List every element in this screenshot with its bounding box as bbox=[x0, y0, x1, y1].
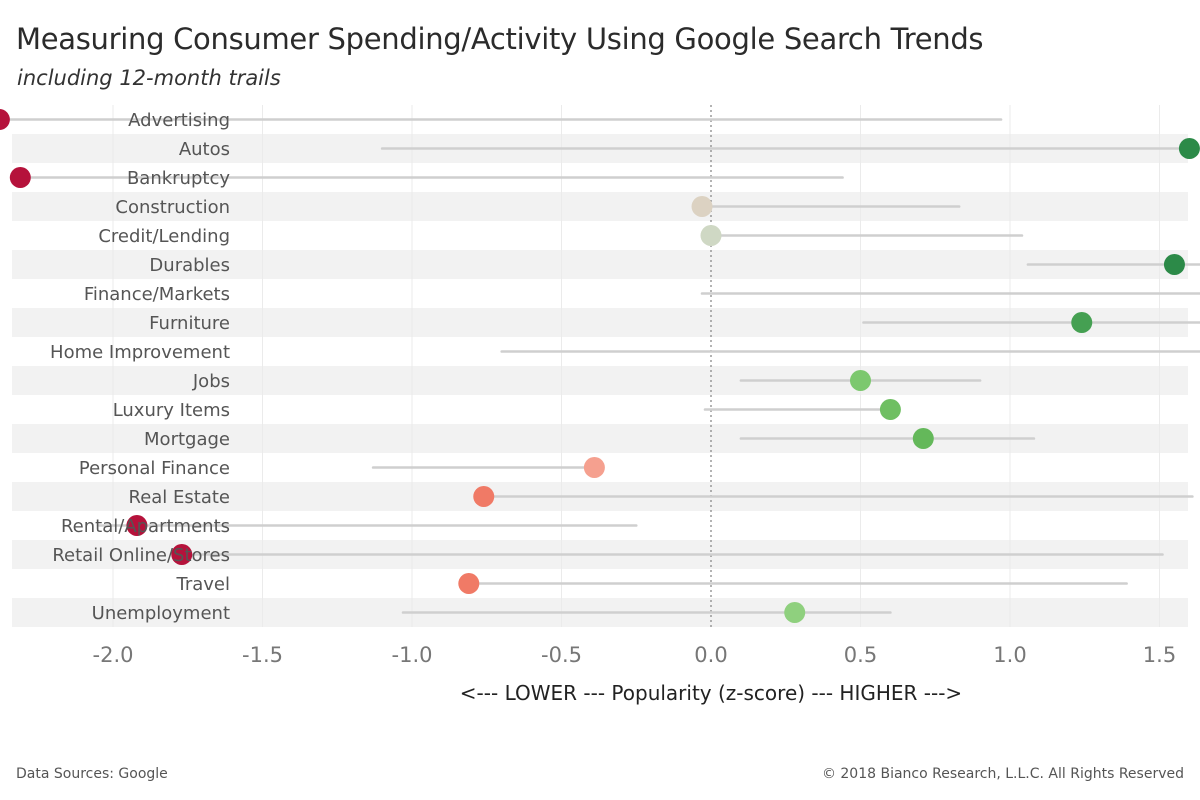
data-point bbox=[583, 457, 605, 478]
category-label: Durables bbox=[149, 255, 230, 276]
category-label: Real Estate bbox=[129, 487, 231, 508]
x-tick-label: -0.5 bbox=[541, 643, 582, 667]
row-band bbox=[12, 250, 1188, 279]
trail-lines bbox=[0, 118, 1200, 614]
category-label: Mortgage bbox=[144, 429, 230, 450]
category-label: Personal Finance bbox=[79, 458, 230, 479]
x-tick-labels: -3.0-2.5-2.0-1.5-1.0-0.50.00.51.01.52.02… bbox=[93, 643, 1177, 667]
data-point bbox=[0, 109, 10, 130]
category-label: Unemployment bbox=[92, 603, 230, 624]
data-point bbox=[691, 196, 713, 217]
category-label: Advertising bbox=[128, 110, 230, 131]
data-point bbox=[171, 544, 193, 565]
dot-plot-chart: Advertising Autos Bankruptcy Construction Cr… bbox=[0, 105, 1200, 705]
category-label: Furniture bbox=[149, 313, 230, 334]
data-point bbox=[126, 515, 148, 536]
category-label: Travel bbox=[175, 574, 230, 595]
x-tick-label: 1.5 bbox=[1143, 643, 1176, 667]
category-label: Rental/Apartments bbox=[61, 516, 230, 537]
x-tick-label: -2.0 bbox=[93, 643, 134, 667]
data-point bbox=[458, 573, 480, 594]
category-label: Luxury Items bbox=[113, 400, 230, 421]
data-point bbox=[1178, 138, 1200, 159]
chart-title: Measuring Consumer Spending/Activity Usi… bbox=[16, 22, 984, 56]
row-band bbox=[12, 192, 1188, 221]
x-tick-label: -1.0 bbox=[392, 643, 433, 667]
category-label: Bankruptcy bbox=[127, 168, 230, 189]
chart-subtitle: including 12-month trails bbox=[17, 66, 281, 90]
data-point bbox=[1163, 254, 1185, 275]
category-label: Credit/Lending bbox=[98, 226, 230, 247]
category-labels: Advertising Autos Bankruptcy Construction Cr… bbox=[50, 110, 230, 624]
data-point bbox=[784, 602, 806, 623]
data-point bbox=[473, 486, 495, 507]
x-axis-title: <--- LOWER --- Popularity (z-score) --- … bbox=[460, 681, 962, 705]
copyright: © 2018 Bianco Research, L.L.C. All Right… bbox=[821, 766, 1184, 782]
data-source: Data Sources: Google bbox=[16, 766, 168, 782]
category-label: Autos bbox=[179, 139, 230, 160]
data-point bbox=[1071, 312, 1093, 333]
x-tick-label: -1.5 bbox=[242, 643, 283, 667]
category-label: Jobs bbox=[192, 371, 230, 392]
x-tick-label: 1.0 bbox=[993, 643, 1026, 667]
data-point bbox=[912, 428, 934, 449]
data-points bbox=[0, 109, 1200, 623]
data-point bbox=[879, 399, 901, 420]
vertical-gridlines bbox=[112, 105, 1160, 627]
category-label: Retail Online/Stores bbox=[52, 545, 230, 566]
x-tick-label: 0.0 bbox=[694, 643, 727, 667]
x-tick-label: 0.5 bbox=[844, 643, 877, 667]
data-point bbox=[700, 225, 722, 246]
category-label: Home Improvement bbox=[50, 342, 230, 363]
data-point bbox=[9, 167, 31, 188]
row-band bbox=[12, 366, 1188, 395]
category-label: Construction bbox=[115, 197, 230, 218]
data-point bbox=[850, 370, 871, 391]
category-label: Finance/Markets bbox=[84, 284, 230, 305]
